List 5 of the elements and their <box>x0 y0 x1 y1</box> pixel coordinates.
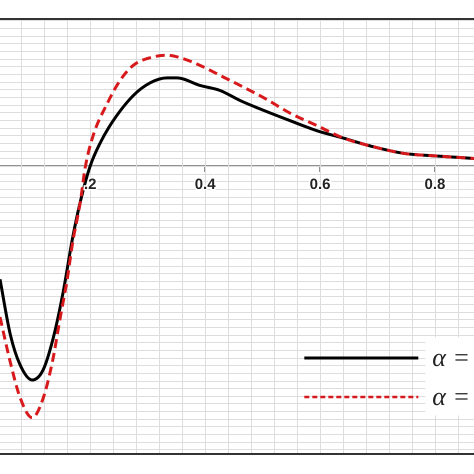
x-tick-label: 0.8 <box>424 176 446 194</box>
x-tick-label: 0.4 <box>194 176 216 194</box>
legend-label: α = <box>432 382 470 411</box>
x-tick-label: 0.6 <box>310 176 330 194</box>
legend-label: α = <box>432 342 470 372</box>
